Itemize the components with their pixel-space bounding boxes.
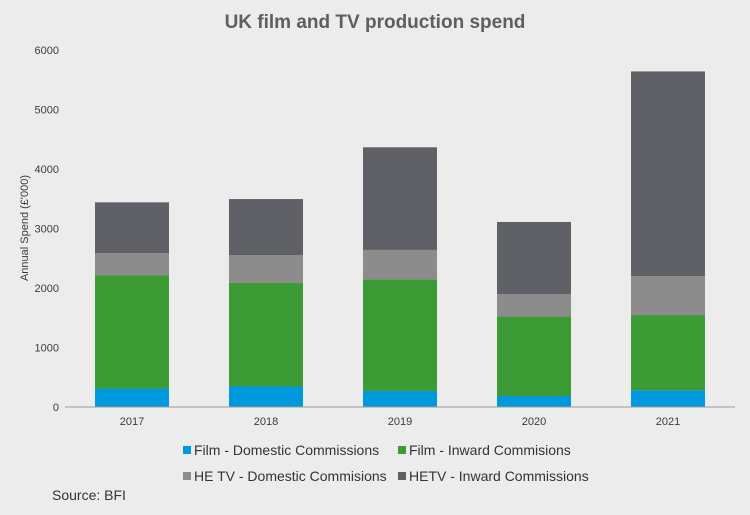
legend: Film - Domestic Commissions Film - Inward… — [183, 442, 589, 484]
bar-segment — [497, 221, 571, 295]
bar-segment — [95, 388, 169, 407]
bar-segment — [631, 315, 705, 391]
bar-segment — [631, 276, 705, 316]
bar-segment — [229, 199, 303, 256]
y-tick-label: 6000 — [35, 45, 59, 57]
x-tick-label: 2020 — [522, 416, 546, 428]
bar-segment — [363, 390, 437, 407]
x-tick-label: 2021 — [656, 416, 680, 428]
x-tick-label: 2017 — [120, 416, 144, 428]
y-tick-label: 3000 — [35, 224, 59, 236]
bar-segment — [363, 279, 437, 391]
legend-swatch — [398, 472, 406, 480]
x-axis: 2017 2018 2019 2020 2021 — [120, 416, 680, 428]
x-tick-label: 2018 — [254, 416, 278, 428]
y-tick-label: 5000 — [35, 105, 59, 117]
bar-segment — [497, 316, 571, 396]
bar-segment — [497, 395, 571, 407]
y-tick-label: 4000 — [35, 164, 59, 176]
bar-segment — [229, 386, 303, 407]
y-tick-label: 1000 — [35, 343, 59, 355]
legend-label: HE TV - Domestic Commisions — [194, 468, 387, 484]
legend-swatch — [183, 446, 191, 454]
legend-swatch — [183, 472, 191, 480]
x-tick-label: 2019 — [388, 416, 412, 428]
bar-segment — [95, 202, 169, 254]
y-axis-label: Annual Spend (£'000) — [19, 175, 31, 281]
bar-segment — [363, 147, 437, 250]
y-axis: 0 1000 2000 3000 4000 5000 6000 — [35, 45, 59, 414]
bar-segment — [229, 282, 303, 387]
chart-title: UK film and TV production spend — [225, 12, 526, 33]
bar-segment — [631, 71, 705, 277]
y-tick-label: 0 — [53, 402, 59, 414]
source-note: Source: BFI — [52, 487, 126, 503]
bar-segment — [95, 275, 169, 389]
bar-segment — [497, 294, 571, 317]
bars — [95, 71, 705, 407]
legend-label: HETV - Inward Commissions — [409, 468, 589, 484]
bar-segment — [631, 390, 705, 407]
bar-segment — [95, 253, 169, 276]
bar-segment — [229, 255, 303, 283]
y-tick-label: 2000 — [35, 283, 59, 295]
legend-swatch — [398, 446, 406, 454]
legend-label: Film - Inward Commisions — [409, 442, 571, 458]
legend-label: Film - Domestic Commissions — [194, 442, 379, 458]
bar-segment — [363, 249, 437, 280]
